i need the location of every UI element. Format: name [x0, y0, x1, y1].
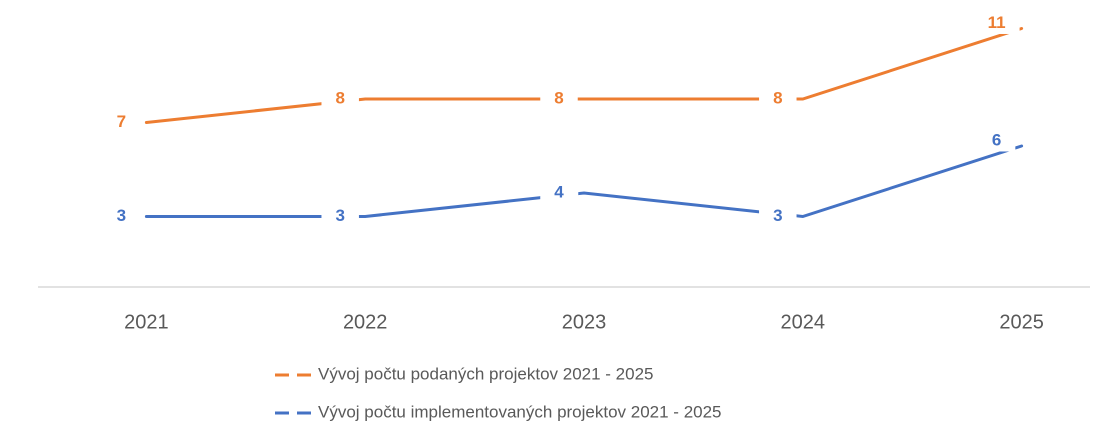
x-tick-label: 2023: [562, 311, 607, 333]
legend-label: Vývoj počtu implementovaných projektov 2…: [318, 402, 722, 421]
data-label-bg: [102, 203, 141, 227]
series-line: [144, 144, 1024, 219]
x-tick-label: 2022: [343, 311, 388, 333]
data-label: 8: [773, 88, 782, 107]
x-tick-label: 2024: [781, 311, 826, 333]
data-label-bg: [102, 109, 141, 133]
series-line: [144, 27, 1024, 124]
x-tick-label: 2021: [124, 311, 169, 333]
data-label-bg: [759, 203, 797, 227]
data-label: 8: [335, 88, 344, 107]
data-label-bg: [321, 203, 359, 227]
data-label-bg: [759, 86, 797, 110]
data-label-bg: [973, 10, 1020, 34]
data-label-bg: [540, 180, 579, 204]
data-label-bg: [540, 86, 578, 110]
data-label: 3: [773, 206, 782, 225]
data-label: 3: [335, 206, 344, 225]
x-tick-label: 2025: [999, 311, 1044, 333]
legend-label: Vývoj počtu podaných projektov 2021 - 20…: [318, 364, 654, 383]
data-label: 4: [554, 182, 564, 201]
data-label-bg: [321, 86, 359, 110]
data-label: 3: [117, 206, 126, 225]
data-label: 6: [992, 130, 1001, 149]
data-label: 11: [988, 13, 1006, 32]
data-label-bg: [977, 128, 1016, 152]
data-label: 8: [554, 88, 563, 107]
data-label: 7: [117, 112, 126, 131]
